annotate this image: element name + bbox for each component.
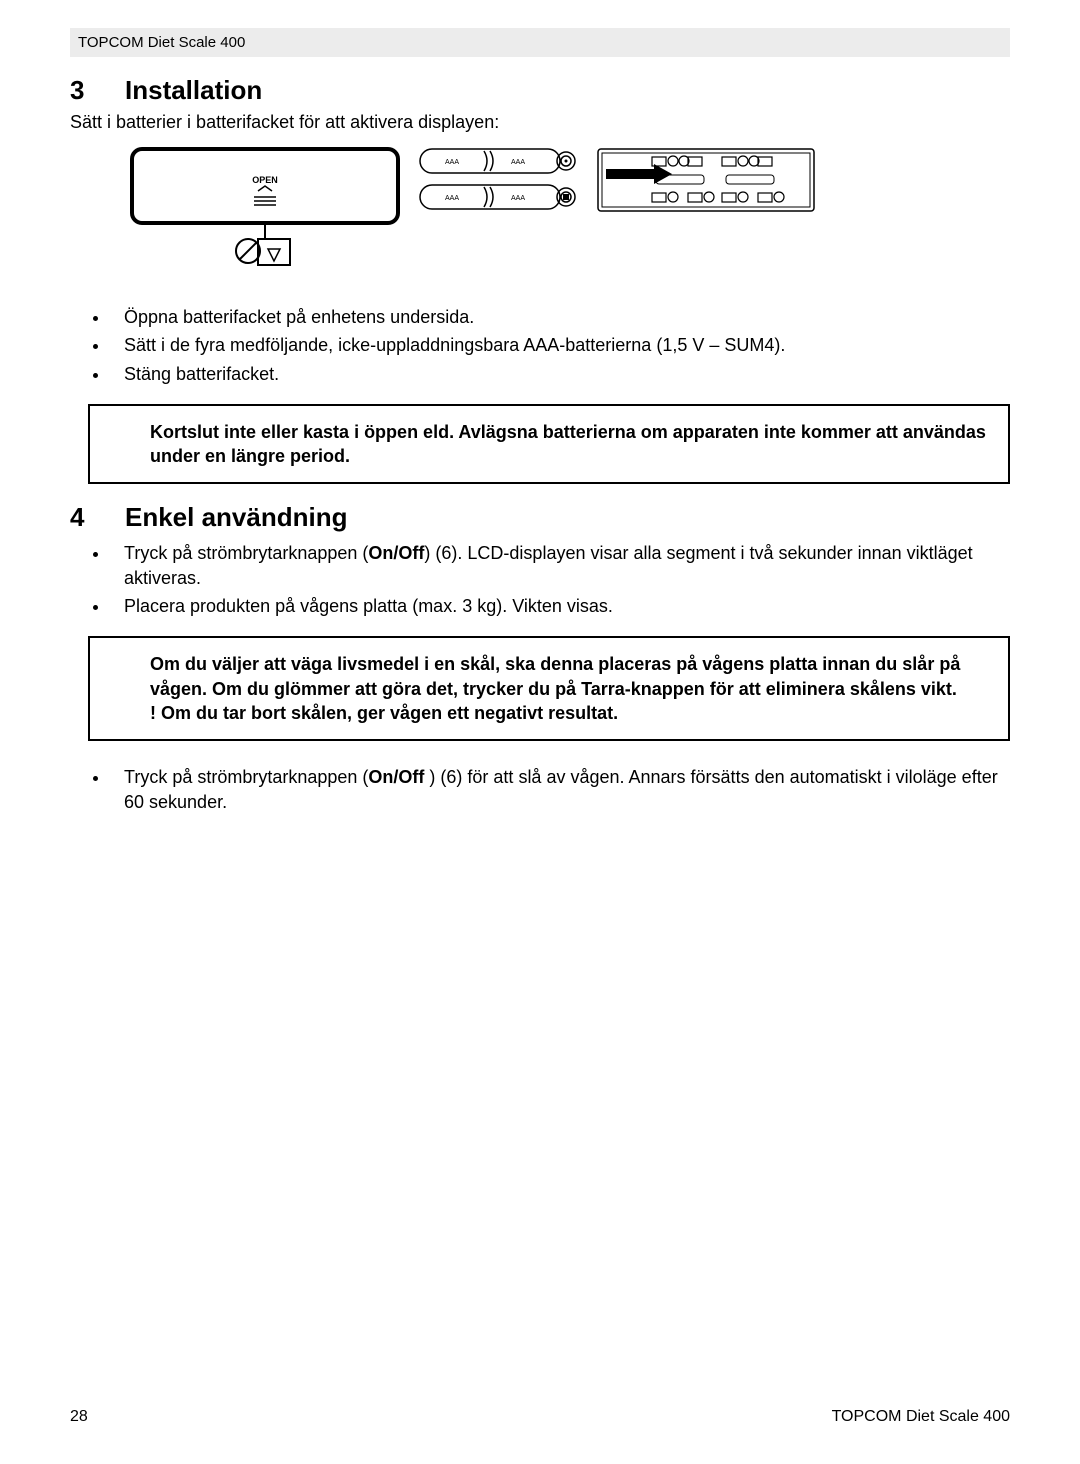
note-line-1: Om du väljer att väga livsmedel i en skå… — [150, 652, 998, 701]
list-item: Öppna batterifacket på enhetens undersid… — [110, 305, 1010, 329]
note-text: Kortslut inte eller kasta i öppen eld. A… — [150, 422, 986, 466]
section-4-bullets-1: Tryck på strömbrytarknappen (On/Off) (6)… — [70, 541, 1010, 618]
svg-text:AAA: AAA — [445, 195, 459, 202]
list-item: Tryck på strömbrytarknappen (On/Off) (6)… — [110, 541, 1010, 590]
section-3-note: Kortslut inte eller kasta i öppen eld. A… — [88, 404, 1010, 485]
section-4-heading: 4 Enkel användning — [70, 502, 1010, 533]
svg-text:AAA: AAA — [445, 159, 459, 166]
section-3-heading: 3 Installation — [70, 75, 1010, 106]
note-line-2: ! Om du tar bort skålen, ger vågen ett n… — [150, 701, 998, 725]
section-4-number: 4 — [70, 502, 125, 533]
page-footer: 28 TOPCOM Diet Scale 400 — [70, 1408, 1010, 1426]
header-bar: TOPCOM Diet Scale 400 — [70, 28, 1010, 57]
footer-product: TOPCOM Diet Scale 400 — [832, 1408, 1010, 1426]
installation-diagrams: OPEN AAA AAA AAA — [70, 147, 1010, 277]
header-text: TOPCOM Diet Scale 400 — [78, 34, 245, 51]
section-3-bullets: Öppna batterifacket på enhetens undersid… — [70, 305, 1010, 386]
page: TOPCOM Diet Scale 400 3 Installation Sät… — [0, 0, 1080, 1464]
page-number: 28 — [70, 1408, 88, 1426]
svg-text:AAA: AAA — [511, 195, 525, 202]
list-item: Placera produkten på vågens platta (max.… — [110, 594, 1010, 618]
section-4-bullets-2: Tryck på strömbrytarknappen (On/Off ) (6… — [70, 765, 1010, 814]
list-item: Sätt i de fyra medföljande, icke-uppladd… — [110, 333, 1010, 357]
list-item: Tryck på strömbrytarknappen (On/Off ) (6… — [110, 765, 1010, 814]
section-3-intro: Sätt i batterier i batterifacket för att… — [70, 112, 1010, 133]
section-3-title: Installation — [125, 75, 262, 106]
diagram-batteries: AAA AAA AAA AAA — [418, 147, 578, 217]
diagram-inserted — [596, 147, 816, 217]
open-label: OPEN — [252, 175, 278, 185]
section-3-number: 3 — [70, 75, 125, 106]
section-4-note: Om du väljer att väga livsmedel i en skå… — [88, 636, 1010, 741]
section-4-title: Enkel användning — [125, 502, 348, 533]
diagram-open-compartment: OPEN — [130, 147, 400, 277]
list-item: Stäng batterifacket. — [110, 362, 1010, 386]
svg-text:AAA: AAA — [511, 159, 525, 166]
